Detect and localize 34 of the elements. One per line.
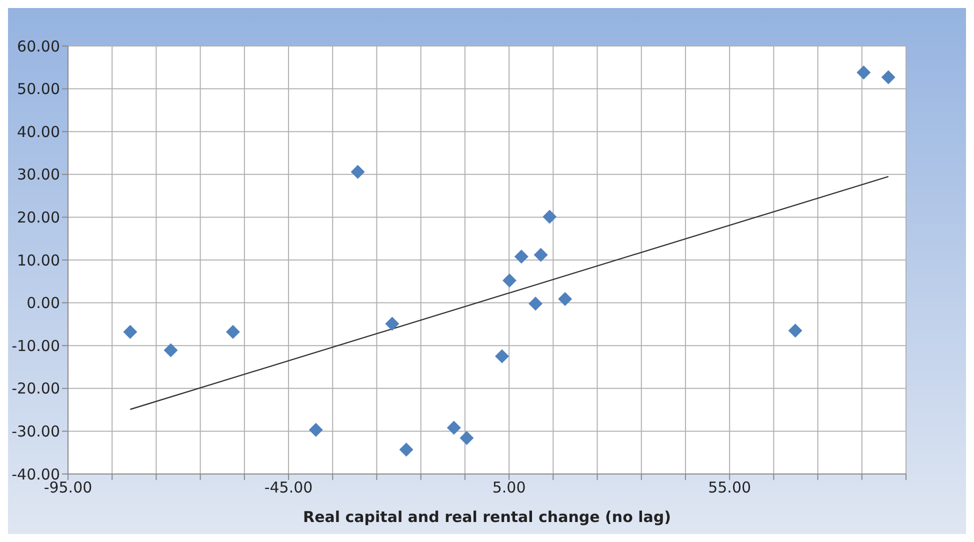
point — [514, 250, 528, 264]
point — [558, 292, 572, 306]
point — [534, 248, 548, 262]
y-tick-label: 40.00 — [17, 122, 60, 141]
y-tick-label: 50.00 — [17, 80, 60, 98]
point — [856, 66, 871, 80]
point — [350, 164, 365, 179]
x-tick-label: 5.00 — [492, 478, 526, 497]
point — [164, 343, 178, 358]
point — [460, 431, 474, 446]
y-tick-label: 30.00 — [17, 166, 60, 184]
x-tick-label: -95.00 — [44, 478, 92, 497]
point — [399, 442, 414, 457]
y-tick-label: -30.00 — [12, 422, 60, 441]
point — [308, 422, 323, 437]
point — [542, 210, 557, 224]
point — [226, 324, 240, 339]
point — [385, 316, 400, 331]
point — [494, 349, 509, 364]
point — [528, 296, 543, 311]
point — [123, 324, 138, 339]
x-axis-title: Real capital and real rental change (no lag) — [303, 508, 671, 526]
x-tick-label: 55.00 — [708, 478, 752, 497]
y-tick-label: -20.00 — [12, 380, 60, 398]
y-tick-label: -10.00 — [12, 336, 60, 355]
point — [881, 70, 896, 84]
y-tick-label: 0.00 — [26, 294, 60, 312]
y-tick-label: 60.00 — [17, 37, 60, 56]
x-tick-label: -45.00 — [264, 478, 313, 497]
point — [502, 274, 516, 288]
point — [788, 324, 802, 338]
point — [446, 420, 461, 435]
y-tick-label: 20.00 — [17, 208, 60, 227]
y-tick-label: 10.00 — [17, 251, 60, 270]
